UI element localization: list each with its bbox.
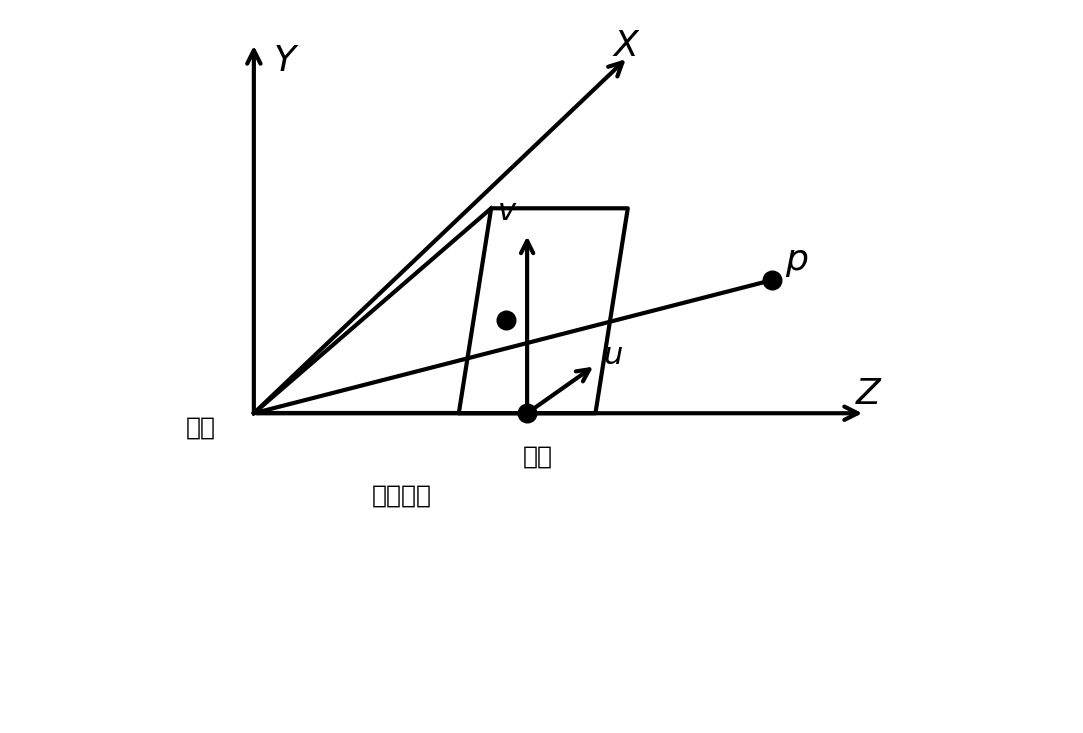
Text: 图像平面: 图像平面	[371, 484, 431, 508]
Point	[519, 408, 536, 419]
Text: $p$: $p$	[785, 246, 809, 279]
Text: 主点: 主点	[523, 444, 553, 468]
Text: $u$: $u$	[603, 342, 624, 370]
Text: $v$: $v$	[497, 197, 518, 226]
Text: $Z$: $Z$	[854, 377, 883, 410]
Point	[497, 314, 514, 325]
Text: $X$: $X$	[612, 29, 641, 64]
Text: 光心: 光心	[185, 416, 216, 440]
Point	[762, 274, 780, 286]
Text: $Y$: $Y$	[273, 44, 299, 78]
